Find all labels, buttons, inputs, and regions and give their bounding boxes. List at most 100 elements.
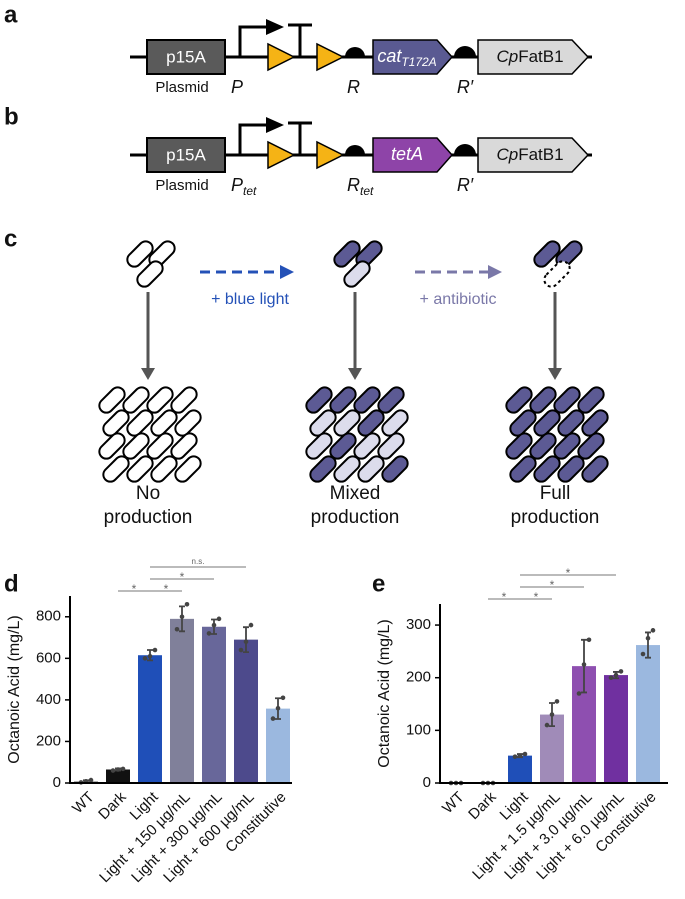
cell [557, 455, 585, 483]
promoter-arrow [266, 117, 284, 133]
comparison-label: n.s. [192, 557, 205, 566]
arrow-head [348, 368, 362, 380]
label-main: cat [377, 46, 402, 66]
cds-italic: Cp [496, 47, 518, 66]
cds-label: CpFatB1 [496, 145, 563, 164]
cell [98, 432, 126, 460]
cell [533, 409, 561, 437]
part-label: Ptet [231, 175, 257, 198]
operator [267, 140, 296, 170]
comparison-label: * [550, 578, 555, 592]
cell [357, 455, 385, 483]
y-axis-label: Octanoic Acid (mg/L) [376, 619, 393, 768]
y-tick-label: 800 [36, 608, 61, 625]
cell [581, 455, 609, 483]
cell [533, 455, 561, 483]
data-point [280, 695, 286, 701]
data-point [613, 672, 619, 678]
data-point [275, 705, 281, 711]
x-tick-label: WT [69, 789, 98, 818]
cds [477, 137, 590, 173]
data-point [211, 622, 217, 628]
plasmid-label: Plasmid [155, 177, 208, 194]
panel-label: c [4, 225, 17, 252]
data-point [576, 691, 582, 696]
data-point [206, 631, 212, 636]
y-tick-label: 600 [36, 649, 61, 666]
bar [636, 645, 660, 783]
cell [509, 455, 537, 483]
x-tick-label: WT [439, 789, 468, 818]
data-point [270, 716, 276, 721]
cell [309, 455, 337, 483]
rbs [454, 144, 476, 155]
y-tick-label: 0 [423, 774, 431, 791]
cell [505, 432, 533, 460]
rbs [454, 46, 476, 57]
data-point [650, 628, 656, 633]
cell [381, 409, 409, 437]
cell [174, 455, 202, 483]
outcome-label: production [104, 507, 193, 528]
cell [581, 409, 609, 437]
cell [557, 409, 585, 437]
origin-box [146, 39, 226, 75]
cell [98, 386, 126, 414]
data-point [640, 651, 646, 657]
plasmid-label: Plasmid [155, 79, 208, 96]
cell [126, 240, 154, 268]
operator [316, 42, 345, 72]
cell [126, 455, 154, 483]
cell [150, 409, 178, 437]
label-main: tetA [391, 144, 423, 164]
outcome-label: Mixed [330, 483, 381, 504]
cell [136, 260, 164, 288]
part-label: catT172A [377, 46, 436, 69]
cell [533, 240, 561, 268]
label-sub: T172A [401, 55, 436, 69]
part-label: R [347, 77, 360, 97]
data-point [142, 656, 148, 661]
cds-rest: FatB1 [518, 47, 563, 66]
data-point [586, 637, 592, 643]
label-main: R [347, 77, 360, 97]
data-point [174, 626, 180, 632]
cds-italic: Cp [496, 145, 518, 164]
bar [266, 708, 290, 783]
data-point [216, 616, 222, 622]
bar [138, 655, 162, 783]
panel-label: b [4, 103, 19, 130]
data-point [88, 777, 94, 783]
y-tick-label: 100 [406, 721, 431, 738]
cds-rest: FatB1 [518, 145, 563, 164]
cell [150, 455, 178, 483]
data-point [544, 722, 550, 728]
cell [333, 240, 361, 268]
promoter-arrow [266, 19, 284, 35]
cell [381, 455, 409, 483]
data-point [645, 635, 651, 641]
bar [106, 769, 130, 783]
step-label: + blue light [211, 291, 289, 308]
terminator [288, 23, 312, 57]
label-sub: tet [360, 184, 374, 198]
bar [202, 626, 226, 783]
panel-label: d [4, 570, 19, 597]
data-point [179, 614, 185, 620]
data-point [248, 622, 254, 628]
outcome-label: production [511, 507, 600, 528]
origin-label: p15A [166, 47, 206, 66]
data-point [238, 647, 244, 653]
rbs [345, 47, 365, 57]
cell [343, 260, 371, 288]
rbs-label: R′ [457, 77, 474, 97]
comparison-label: * [534, 590, 539, 604]
part-label: P [231, 77, 243, 97]
cell [333, 455, 361, 483]
outcome-label: production [311, 507, 400, 528]
data-point [522, 751, 528, 757]
operator [267, 42, 296, 72]
cell [305, 386, 333, 414]
bar [170, 618, 194, 783]
x-tick-label: Dark [465, 788, 500, 823]
